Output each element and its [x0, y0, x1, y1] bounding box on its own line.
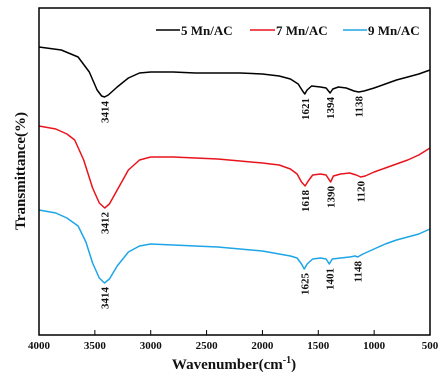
- x-tick-label-3: 2500: [196, 340, 219, 352]
- series-line-0: [38, 46, 431, 98]
- peak-label-2-0: 3414: [99, 287, 111, 310]
- x-tick-label-5: 1500: [307, 340, 330, 352]
- x-axis-title-superscript: -1: [283, 355, 291, 366]
- series-line-2: [38, 209, 431, 284]
- x-tick-label-1: 3500: [84, 340, 107, 352]
- peak-label-2-1: 1625: [299, 273, 311, 296]
- x-axis-title: Wavenumber(cm-1): [172, 355, 296, 373]
- x-tick-label-4: 2000: [251, 340, 274, 352]
- legend-label-1: 7 Mn/AC: [276, 23, 328, 38]
- x-tick-label-6: 1000: [363, 340, 386, 352]
- x-tick-label-7: 500: [422, 340, 439, 352]
- x-axis-ticks: 4000 3500 3000 2500 2000 1500 1000 500: [28, 330, 439, 352]
- legend-label-2: 9 Mn/AC: [368, 23, 420, 38]
- peak-label-0-0: 3414: [99, 101, 111, 124]
- peak-label-1-1: 1618: [300, 190, 312, 213]
- peak-label-1-2: 1390: [326, 186, 338, 209]
- peak-label-2-2: 1401: [324, 268, 336, 290]
- legend: 5 Mn/AC 7 Mn/AC 9 Mn/AC: [156, 23, 420, 38]
- peak-labels: 3414 1621 1394 1138 3412 1618 1390 1120 3414 1625…: [99, 96, 367, 309]
- peak-label-1-3: 1120: [356, 181, 368, 203]
- y-axis-title: Transmittance(%): [13, 112, 29, 230]
- legend-label-0: 5 Mn/AC: [181, 23, 233, 38]
- series-line-1: [38, 125, 431, 209]
- plot-frame: [38, 7, 431, 336]
- x-tick-label-0: 4000: [28, 340, 51, 352]
- x-tick-label-2: 3000: [140, 340, 163, 352]
- peak-label-1-0: 3412: [100, 212, 112, 235]
- peak-label-0-2: 1394: [325, 97, 337, 120]
- plot-lines: [38, 46, 431, 284]
- peak-label-2-3: 1148: [353, 261, 365, 283]
- peak-label-0-3: 1138: [354, 96, 366, 118]
- peak-label-0-1: 1621: [300, 98, 312, 120]
